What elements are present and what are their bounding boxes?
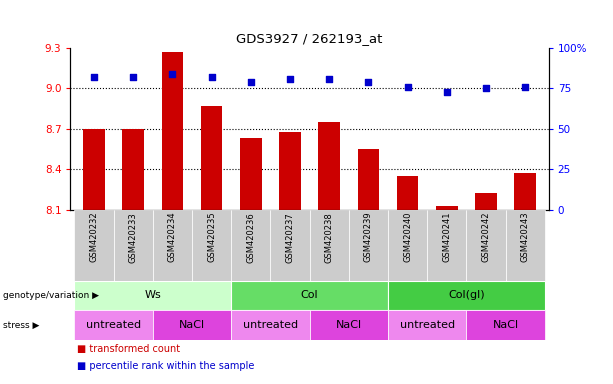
Bar — [201, 106, 223, 210]
Point — [364, 79, 373, 85]
Bar — [357, 149, 379, 210]
Text: NaCl: NaCl — [179, 320, 205, 330]
Bar — [466, 310, 545, 340]
Bar — [74, 210, 113, 281]
Text: Col: Col — [301, 290, 318, 301]
Bar — [466, 210, 506, 281]
Text: stress ▶: stress ▶ — [3, 321, 39, 329]
Point — [128, 74, 138, 80]
Bar — [427, 210, 466, 281]
Text: GSM420240: GSM420240 — [403, 212, 412, 262]
Point — [167, 71, 177, 77]
Bar — [349, 210, 388, 281]
Bar — [310, 310, 388, 340]
Point — [246, 79, 256, 85]
Bar — [231, 210, 270, 281]
Bar — [388, 310, 466, 340]
Bar — [74, 281, 231, 310]
Point — [89, 74, 99, 80]
Text: GSM420234: GSM420234 — [168, 212, 177, 262]
Text: untreated: untreated — [86, 320, 141, 330]
Bar — [153, 210, 192, 281]
Bar — [388, 210, 427, 281]
Point — [481, 85, 491, 91]
Bar — [270, 210, 310, 281]
Text: GSM420233: GSM420233 — [129, 212, 138, 263]
Text: GSM420236: GSM420236 — [246, 212, 255, 263]
Title: GDS3927 / 262193_at: GDS3927 / 262193_at — [237, 32, 383, 45]
Bar — [83, 129, 105, 210]
Bar — [475, 194, 497, 210]
Text: untreated: untreated — [243, 320, 298, 330]
Text: GSM420239: GSM420239 — [364, 212, 373, 262]
Bar — [436, 205, 457, 210]
Bar — [113, 210, 153, 281]
Bar — [310, 210, 349, 281]
Point — [442, 89, 452, 95]
Text: NaCl: NaCl — [336, 320, 362, 330]
Text: Col(gl): Col(gl) — [448, 290, 485, 301]
Bar — [192, 210, 231, 281]
Bar — [318, 122, 340, 210]
Text: GSM420237: GSM420237 — [286, 212, 294, 263]
Bar — [231, 310, 310, 340]
Bar — [123, 129, 144, 210]
Text: genotype/variation ▶: genotype/variation ▶ — [3, 291, 99, 300]
Bar — [162, 52, 183, 210]
Text: GSM420241: GSM420241 — [442, 212, 451, 262]
Text: GSM420235: GSM420235 — [207, 212, 216, 262]
Bar — [240, 138, 262, 210]
Bar — [397, 176, 418, 210]
Point — [324, 76, 334, 82]
Point — [207, 74, 216, 80]
Text: Ws: Ws — [145, 290, 161, 301]
Bar — [74, 310, 153, 340]
Bar — [514, 173, 536, 210]
Bar — [388, 281, 545, 310]
Text: GSM420232: GSM420232 — [89, 212, 99, 262]
Text: NaCl: NaCl — [492, 320, 519, 330]
Bar — [153, 310, 231, 340]
Text: untreated: untreated — [400, 320, 455, 330]
Text: ■ transformed count: ■ transformed count — [77, 344, 180, 354]
Text: ■ percentile rank within the sample: ■ percentile rank within the sample — [77, 361, 254, 371]
Point — [285, 76, 295, 82]
Point — [520, 84, 530, 90]
Bar — [506, 210, 545, 281]
Bar — [279, 132, 301, 210]
Text: GSM420238: GSM420238 — [325, 212, 333, 263]
Text: GSM420243: GSM420243 — [520, 212, 530, 262]
Point — [403, 84, 413, 90]
Bar — [231, 281, 388, 310]
Text: GSM420242: GSM420242 — [481, 212, 490, 262]
